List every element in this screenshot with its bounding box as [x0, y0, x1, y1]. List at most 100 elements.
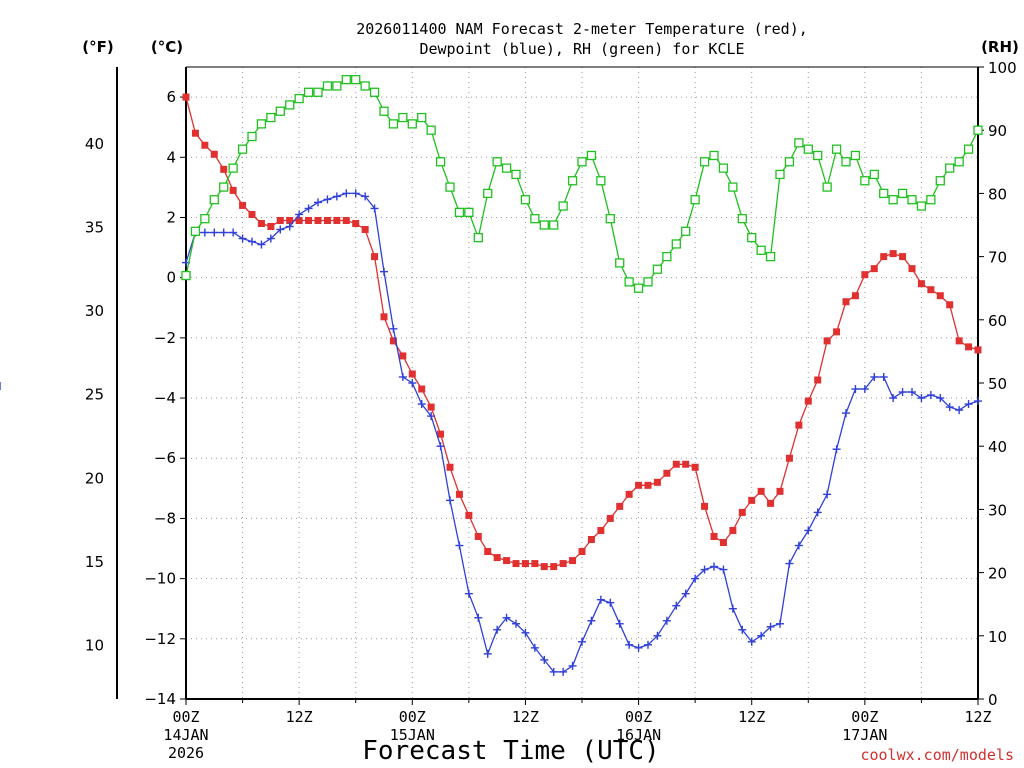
y-tick-label-fahrenheit: 25 — [85, 386, 104, 404]
data-point-rh — [530, 214, 540, 224]
data-point-dewpoint — [662, 616, 671, 625]
data-point-temperature — [418, 385, 426, 393]
data-point-rh — [426, 125, 436, 135]
data-point-rh — [718, 163, 729, 173]
data-point-rh — [464, 207, 474, 218]
data-point-temperature — [823, 337, 831, 345]
data-point-dewpoint — [229, 228, 238, 237]
data-point-dewpoint — [851, 385, 860, 394]
x-tick-label-time: 00Z — [172, 708, 199, 726]
x-tick-label-time: 00Z — [851, 708, 878, 726]
data-point-rh — [831, 144, 842, 154]
data-point-temperature — [851, 292, 859, 300]
data-point-dewpoint — [710, 562, 718, 571]
data-point-dewpoint — [776, 619, 784, 628]
data-point-rh — [765, 251, 776, 262]
y-tick-label-rh: 30 — [988, 501, 1007, 519]
data-point-rh — [709, 150, 719, 161]
data-point-dewpoint — [559, 667, 568, 676]
y-ticks-celsius: 6 4 2 0 −2 −4 −6 −8 −10 −12 −14 — [144, 88, 186, 708]
data-point-dewpoint — [304, 204, 313, 213]
data-point-dewpoint — [285, 222, 294, 231]
data-point-dewpoint — [351, 189, 360, 198]
data-point-rh — [369, 87, 380, 97]
data-point-rh — [520, 195, 531, 205]
data-point-dewpoint — [540, 655, 549, 664]
data-point-temperature — [578, 548, 586, 556]
data-point-dewpoint — [615, 619, 624, 628]
data-point-temperature — [635, 481, 643, 489]
data-point-rh — [935, 176, 945, 186]
data-point-dewpoint — [455, 541, 464, 550]
data-point-dewpoint — [879, 372, 888, 381]
data-point-dewpoint — [210, 228, 219, 237]
data-point-rh — [784, 157, 795, 167]
x-tick-label-date: 14JAN — [163, 726, 208, 744]
data-point-temperature — [672, 460, 680, 468]
data-point-rh — [454, 207, 465, 218]
y-tick-label-celsius: −10 — [144, 570, 176, 588]
data-point-rh — [388, 119, 399, 129]
data-point-dewpoint — [870, 372, 879, 381]
data-point-temperature — [191, 129, 199, 137]
series-layer — [0, 74, 983, 676]
y-tick-label-rh: 60 — [988, 312, 1007, 330]
data-point-temperature — [946, 301, 954, 309]
data-point-dewpoint — [681, 589, 690, 598]
data-point-dewpoint — [502, 613, 511, 622]
x-tick-label-date: 16JAN — [616, 726, 661, 744]
unit-label-fahrenheit: (°F) — [82, 38, 113, 56]
series-dewpoint_c — [0, 189, 982, 676]
data-point-dewpoint — [323, 195, 332, 204]
x-tick-label-time: 12Z — [964, 708, 991, 726]
data-point-dewpoint — [936, 394, 945, 403]
data-point-rh — [379, 106, 389, 116]
data-point-temperature — [663, 469, 671, 477]
data-point-temperature — [965, 343, 973, 351]
y-tick-label-rh: 70 — [988, 249, 1007, 267]
unit-label-celsius: (°C) — [151, 38, 183, 56]
data-point-temperature — [371, 253, 379, 261]
data-point-temperature — [333, 216, 341, 224]
unit-label-rh: (RH) — [981, 38, 1019, 56]
y-tick-label-rh: 20 — [988, 565, 1007, 583]
data-point-rh — [624, 277, 634, 287]
data-point-rh — [341, 74, 351, 85]
data-point-dewpoint — [200, 228, 209, 237]
data-point-rh — [973, 125, 983, 135]
data-point-temperature — [361, 226, 369, 234]
y-tick-label-celsius: 6 — [166, 88, 176, 106]
y-tick-label-celsius: 0 — [166, 269, 176, 287]
data-point-temperature — [484, 548, 492, 556]
data-point-temperature — [795, 421, 803, 429]
data-point-dewpoint — [446, 496, 454, 505]
data-point-temperature — [597, 526, 605, 534]
y-tick-label-celsius: −2 — [154, 329, 176, 347]
data-point-temperature — [644, 481, 652, 489]
data-point-temperature — [465, 511, 473, 519]
y-tick-label-rh: 40 — [988, 438, 1007, 456]
data-point-dewpoint — [483, 649, 492, 658]
data-point-rh — [275, 106, 285, 116]
data-point-temperature — [295, 216, 303, 224]
data-point-rh — [511, 169, 521, 180]
data-point-rh — [407, 119, 417, 129]
data-point-dewpoint — [596, 595, 605, 604]
data-point-dewpoint — [257, 240, 266, 249]
data-point-rh — [907, 195, 917, 205]
y-tick-label-fahrenheit: 10 — [85, 636, 104, 654]
data-point-rh — [303, 87, 314, 97]
y-tick-label-rh: 0 — [988, 691, 998, 709]
data-point-rh — [435, 157, 446, 167]
x-tick-label-time: 12Z — [286, 708, 313, 726]
data-point-rh — [926, 195, 936, 205]
x-tick-label-time: 00Z — [399, 708, 426, 726]
data-point-rh — [473, 232, 483, 243]
data-point-rh — [737, 214, 747, 224]
y-tick-label-rh: 90 — [988, 122, 1007, 140]
y-tick-label-rh: 10 — [988, 628, 1007, 646]
data-point-rh — [294, 93, 304, 104]
data-point-temperature — [729, 526, 737, 534]
data-point-dewpoint — [521, 628, 530, 637]
data-point-temperature — [559, 560, 567, 568]
